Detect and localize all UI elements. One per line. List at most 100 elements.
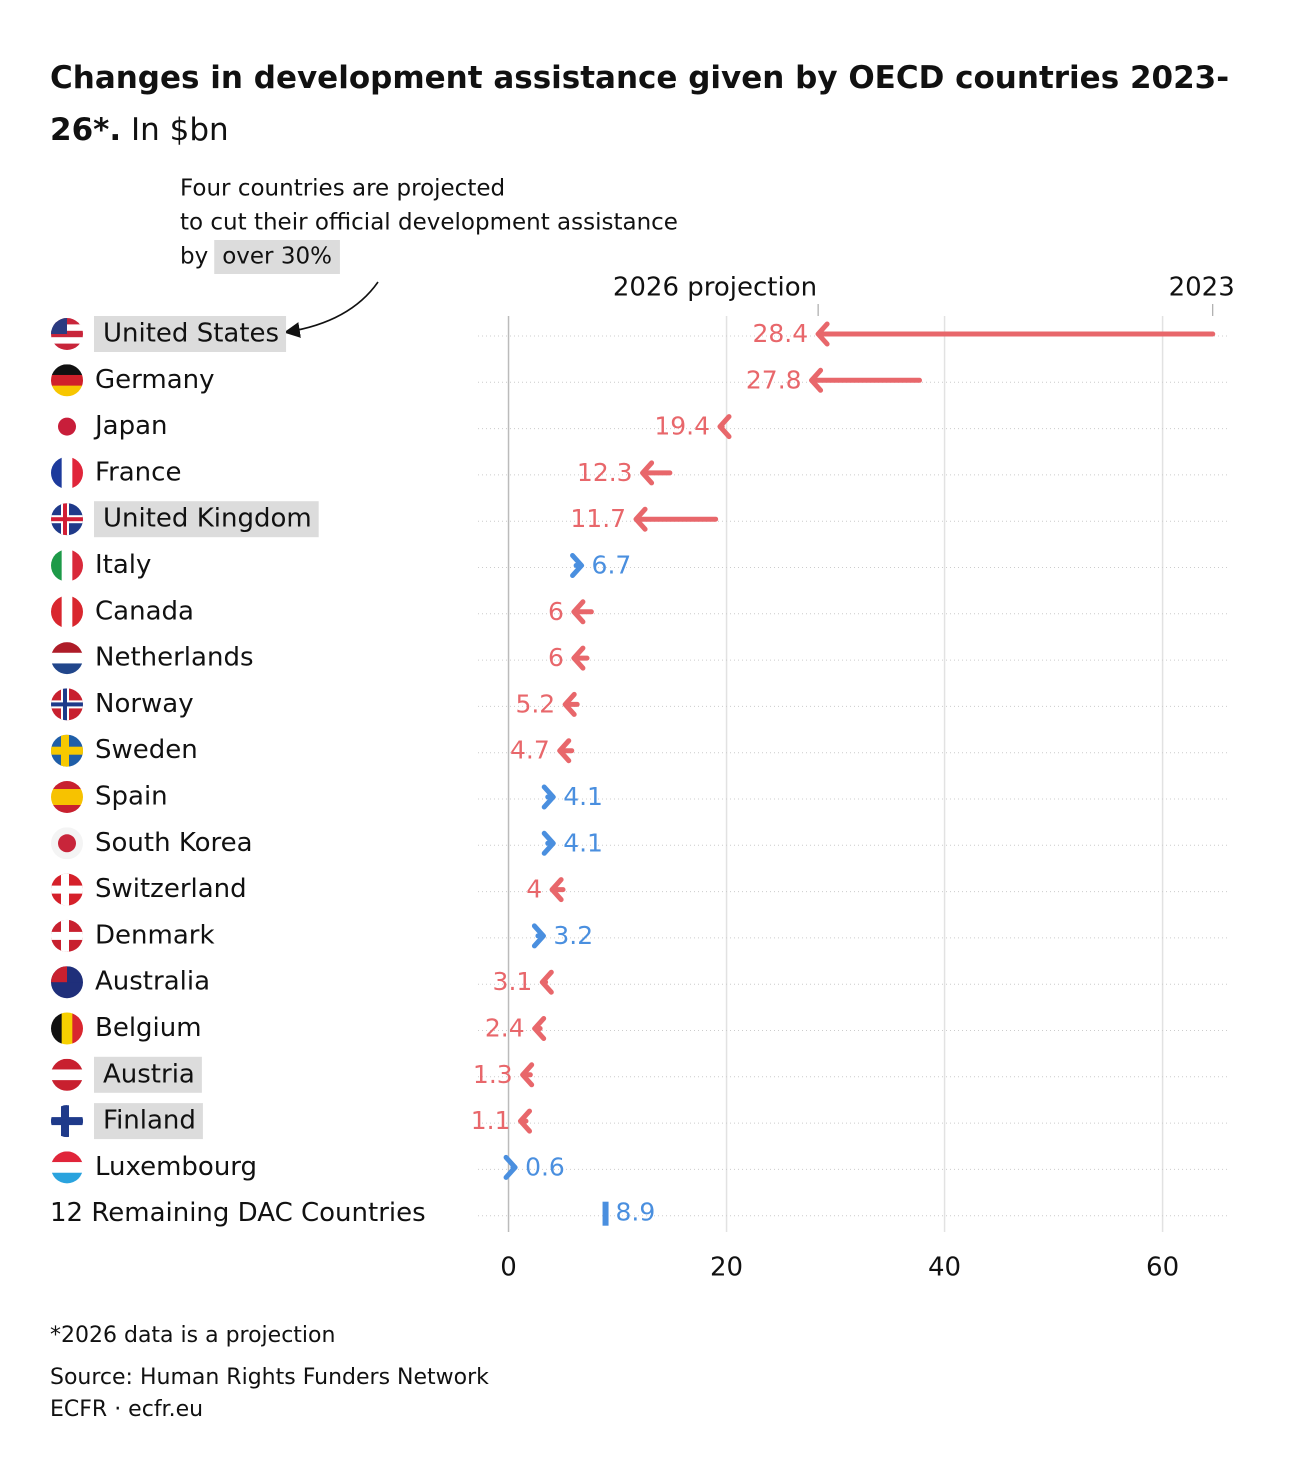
flag-part [51, 1162, 83, 1174]
x-tick-label: 40 [928, 1253, 961, 1283]
annotation-text: to cut their official development assist… [180, 210, 678, 236]
category-label: Belgium [95, 1013, 202, 1043]
value-label: 11.7 [570, 504, 626, 533]
flag-part [51, 374, 83, 387]
flag-part [51, 330, 83, 338]
x-tick-label: 20 [710, 1253, 743, 1283]
category-label: Luxembourg [95, 1152, 257, 1182]
arrow-head [541, 784, 556, 810]
flag-part [51, 781, 83, 790]
arrow-head [570, 553, 585, 578]
flag-part [51, 1080, 83, 1091]
category-label: United States [103, 319, 279, 349]
flag [51, 318, 83, 350]
category-label: Canada [95, 596, 194, 626]
series-label: 2023 [1169, 273, 1235, 303]
category-label: Finland [103, 1106, 196, 1136]
value-label: 12.3 [577, 458, 633, 487]
arrow-head [640, 460, 655, 486]
arrow-head [717, 414, 732, 440]
arrow-head [520, 1062, 535, 1088]
value-label: 4.1 [563, 782, 603, 811]
arrow-head [633, 506, 648, 532]
flag-part [72, 595, 83, 628]
category-label: Denmark [95, 920, 215, 950]
flag-part [51, 1172, 83, 1184]
arrow-head [557, 738, 572, 764]
value-label: 3.2 [553, 921, 593, 950]
arrow-head [532, 1016, 547, 1041]
flag-part [51, 702, 83, 707]
arrow-head [571, 645, 586, 671]
value-label: 2.4 [485, 1014, 525, 1043]
flag-part [51, 805, 83, 813]
flag [51, 456, 83, 489]
title-block: Changes in development assistance given … [50, 52, 1230, 156]
flag-part [51, 364, 83, 376]
flag-part [61, 595, 73, 628]
flag-part [51, 1151, 83, 1163]
flag-part [51, 652, 83, 664]
value-label: 6.7 [592, 551, 632, 580]
value-label: 19.4 [654, 412, 710, 441]
flag [51, 827, 83, 860]
flag [51, 688, 83, 721]
flag [51, 873, 83, 906]
value-label: 6 [548, 597, 564, 626]
flag [51, 966, 83, 999]
annotation-highlight-text: over 30% [222, 244, 332, 270]
category-label: South Korea [95, 828, 253, 858]
arrow-head [562, 691, 577, 717]
value-label: 3.1 [493, 967, 533, 996]
category-label: 12 Remaining DAC Countries [50, 1198, 426, 1228]
annotation-arrow [283, 281, 379, 338]
flag-part [51, 517, 83, 522]
flag-part [51, 549, 63, 582]
value-label: 4.1 [563, 828, 603, 857]
chart-title: Changes in development assistance given … [50, 60, 1230, 148]
chart-subtitle: In $bn [131, 112, 229, 148]
source: Source: Human Rights Funders Network [50, 1365, 489, 1390]
note: *2026 data is a projection [50, 1323, 335, 1348]
flag [51, 781, 83, 813]
flag [51, 410, 83, 443]
arrow-head [518, 1108, 533, 1134]
category-label: Japan [93, 411, 168, 441]
flag-part [51, 343, 83, 350]
name-highlight [94, 1103, 203, 1140]
category-label: Spain [95, 782, 168, 812]
arrow-head [815, 321, 830, 347]
flag [51, 1151, 83, 1184]
flag-part [61, 456, 73, 489]
category-label: Netherlands [95, 643, 254, 673]
flag-part [51, 337, 83, 345]
flag-part [58, 834, 76, 853]
category-label: Sweden [95, 735, 198, 765]
name-highlight [94, 1056, 202, 1093]
flag-part [72, 456, 83, 489]
flag-part [51, 982, 83, 999]
value-label: 1.1 [471, 1106, 511, 1135]
category-label: Australia [95, 967, 210, 997]
arrow-head [549, 877, 564, 903]
flag-part [51, 1058, 83, 1070]
category-label: Germany [95, 365, 215, 395]
flag-part [51, 748, 83, 753]
value-label: 4 [526, 875, 542, 904]
credit: ECFR · ecfr.eu [50, 1397, 203, 1422]
value-label: 0.6 [525, 1152, 565, 1181]
arrow-head [539, 969, 554, 995]
flag-part [51, 789, 83, 798]
flag-part [72, 1012, 83, 1045]
flag [51, 642, 83, 675]
flag [51, 549, 83, 582]
no-change-mark [602, 1201, 609, 1226]
annotation-text: by [180, 244, 208, 270]
flag-part [61, 549, 73, 582]
flag-part [58, 417, 76, 436]
category-label: France [95, 457, 181, 487]
category-label: Switzerland [95, 874, 247, 904]
flag-part [51, 663, 83, 675]
flag-part [51, 1012, 63, 1045]
flag-part [51, 966, 67, 983]
